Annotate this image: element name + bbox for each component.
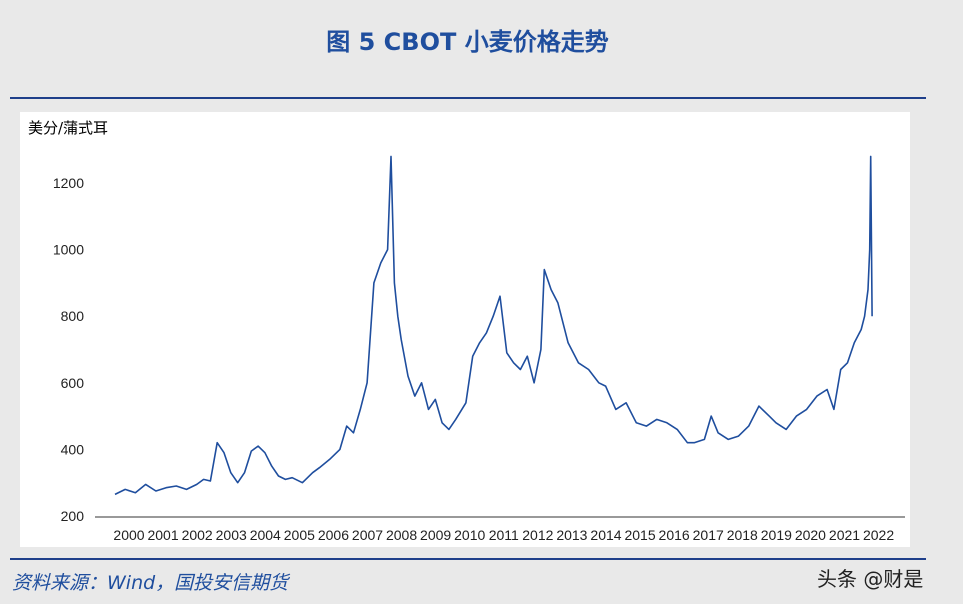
x-tick-label: 2015 [624, 527, 655, 543]
x-tick-label: 2002 [182, 527, 213, 543]
top-rule [10, 97, 926, 99]
source-note: 资料来源：Wind，国投安信期货 [12, 572, 289, 594]
x-tick-label: 2000 [113, 527, 144, 543]
x-tick-label: 2021 [829, 527, 860, 543]
y-tick-label: 1000 [53, 242, 84, 258]
bottom-rule [10, 558, 926, 560]
x-tick-label: 2008 [386, 527, 417, 543]
x-tick-label: 2019 [761, 527, 792, 543]
x-tick-label: 2004 [250, 527, 281, 543]
x-tick-label: 2009 [420, 527, 451, 543]
x-tick-label: 2003 [216, 527, 247, 543]
chart-title: 图 5 CBOT 小麦价格走势 [326, 28, 609, 56]
y-tick-label: 800 [61, 308, 85, 324]
x-tick-label: 2013 [556, 527, 587, 543]
plot-panel [20, 112, 910, 547]
x-tick-label: 2001 [147, 527, 178, 543]
x-tick-label: 2014 [590, 527, 621, 543]
x-tick-label: 2022 [863, 527, 894, 543]
price-series-line [114, 155, 873, 496]
watermark: 头条 @财是 [817, 567, 924, 591]
y-tick-label: 200 [61, 508, 85, 524]
x-tick-label: 2020 [795, 527, 826, 543]
x-tick-label: 2011 [489, 527, 519, 543]
x-tick-label: 2017 [693, 527, 724, 543]
y-tick-label: 600 [61, 375, 85, 391]
y-tick-label: 1200 [53, 175, 84, 191]
y-axis-unit-label: 美分/蒲式耳 [28, 119, 109, 137]
x-tick-label: 2005 [284, 527, 315, 543]
x-tick-label: 2016 [659, 527, 690, 543]
x-tick-label: 2007 [352, 527, 383, 543]
x-tick-label: 2010 [454, 527, 485, 543]
x-tick-label: 2012 [522, 527, 553, 543]
y-tick-label: 400 [61, 441, 85, 457]
x-tick-label: 2018 [727, 527, 758, 543]
x-tick-label: 2006 [318, 527, 349, 543]
